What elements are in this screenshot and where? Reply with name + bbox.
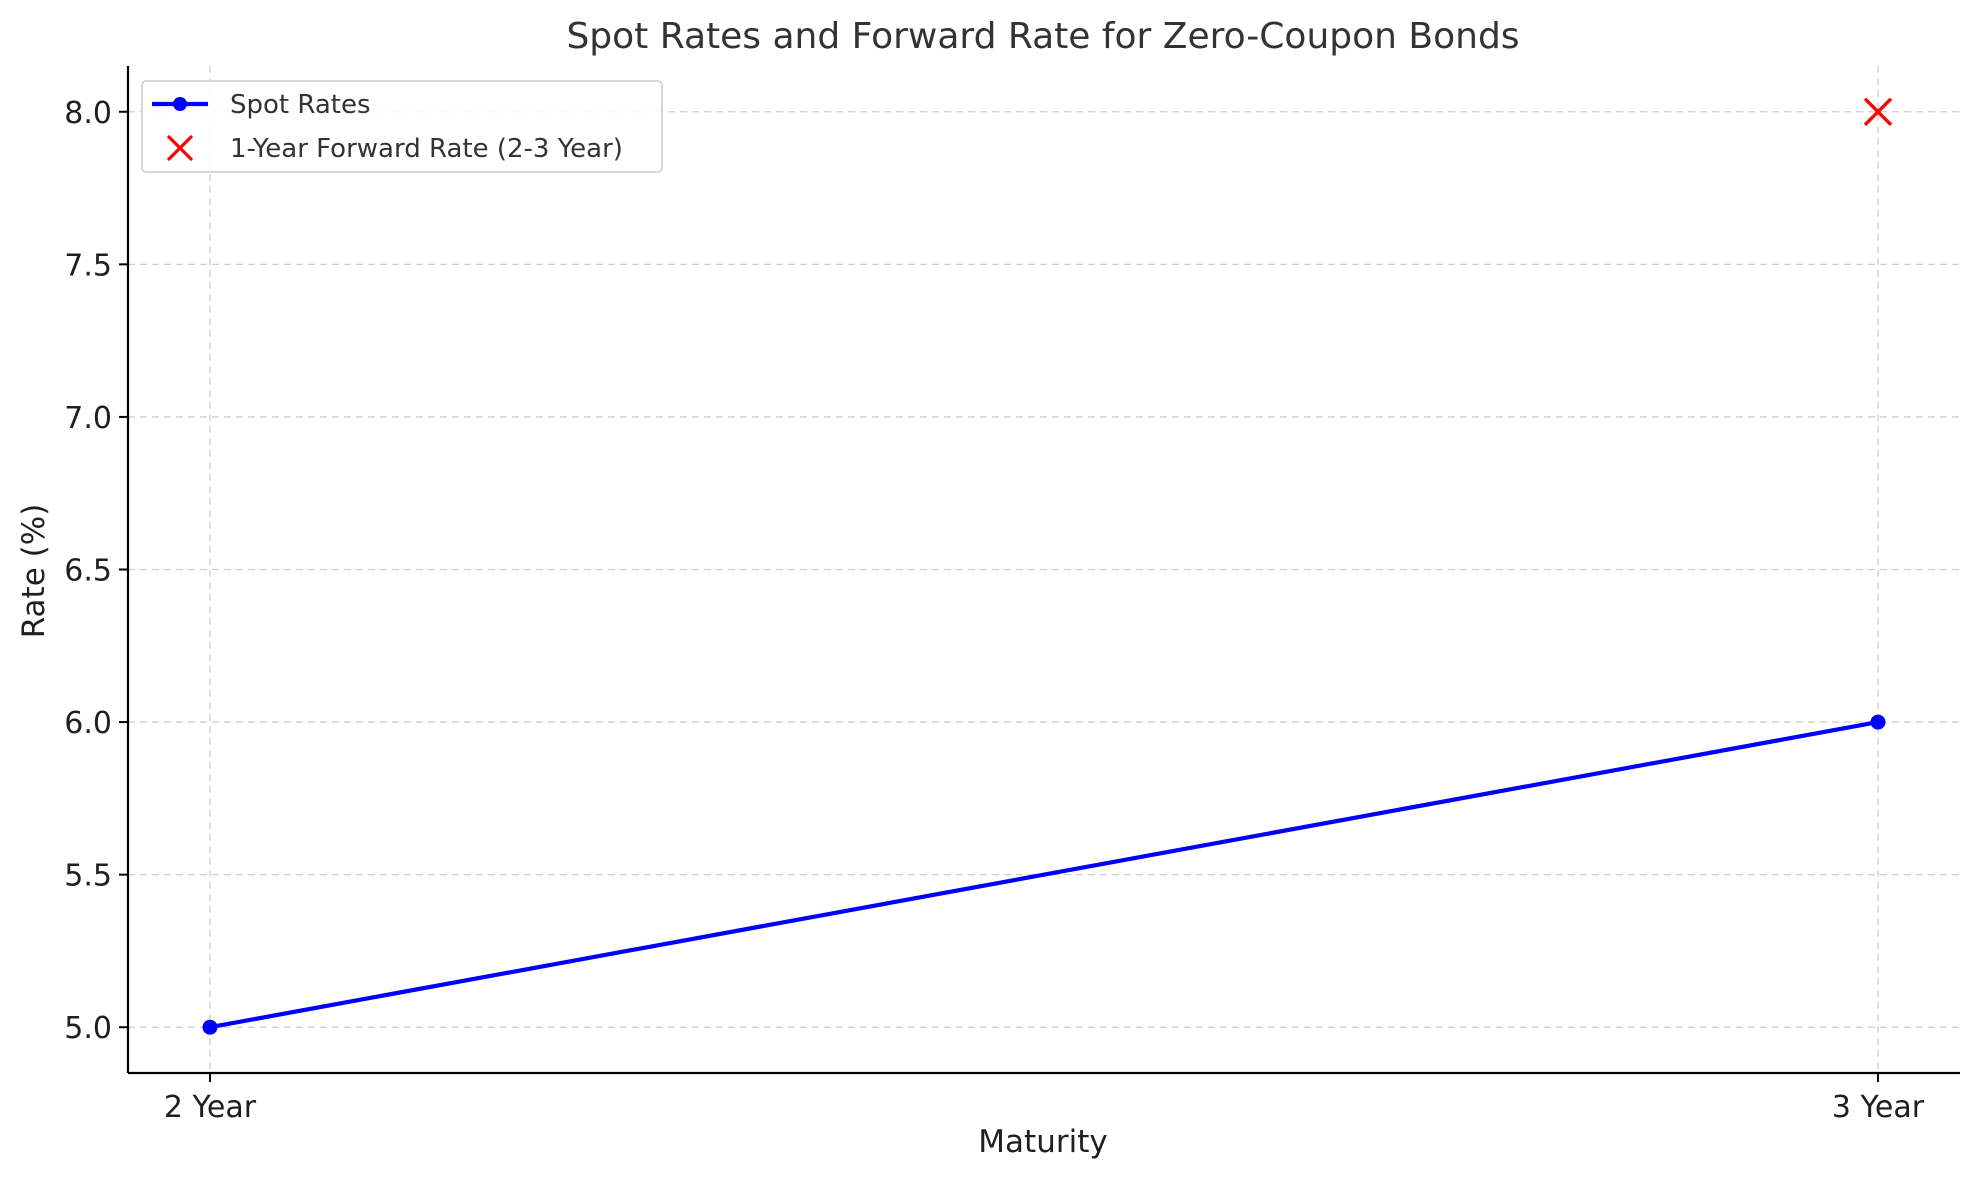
grid-layer bbox=[128, 66, 1960, 1073]
legend-marker bbox=[166, 134, 194, 162]
y-tick-label: 6.0 bbox=[64, 706, 112, 741]
spot-rate-point bbox=[202, 1019, 218, 1035]
x-tick-label: 2 Year bbox=[164, 1090, 257, 1125]
y-tick-label: 8.0 bbox=[64, 96, 112, 131]
y-axis-label: Rate (%) bbox=[16, 504, 52, 639]
forward-rate-marker-stroke bbox=[1863, 97, 1893, 126]
spot-rates-line bbox=[207, 719, 1881, 1030]
legend-label: 1-Year Forward Rate (2-3 Year) bbox=[230, 134, 623, 164]
x-axis-label: Maturity bbox=[978, 1124, 1107, 1160]
x-tick-label: 3 Year bbox=[1832, 1090, 1925, 1125]
y-tick-label: 5.5 bbox=[64, 859, 112, 894]
forward-rate-marker bbox=[1863, 97, 1893, 126]
y-tick-label: 7.5 bbox=[64, 248, 112, 283]
spot-rate-point bbox=[1870, 714, 1886, 730]
y-tick-label: 5.0 bbox=[64, 1011, 112, 1046]
legend-label: Spot Rates bbox=[230, 90, 371, 120]
chart-title: Spot Rates and Forward Rate for Zero-Cou… bbox=[566, 16, 1519, 57]
legend-marker-stroke bbox=[166, 134, 194, 162]
series-layer bbox=[202, 97, 1893, 1035]
legend-marker bbox=[173, 97, 187, 111]
axes-layer: 5.0 5.5 6.0 6.5 7.0 7.5 8.0 2 Year 3 Year bbox=[64, 66, 1960, 1125]
y-tick-label: 7.0 bbox=[64, 401, 112, 436]
legend-box bbox=[141, 80, 663, 173]
legend: Spot Rates 1-Year Forward Rate (2-3 Year) bbox=[141, 80, 663, 173]
y-tick-label: 6.5 bbox=[64, 554, 112, 589]
